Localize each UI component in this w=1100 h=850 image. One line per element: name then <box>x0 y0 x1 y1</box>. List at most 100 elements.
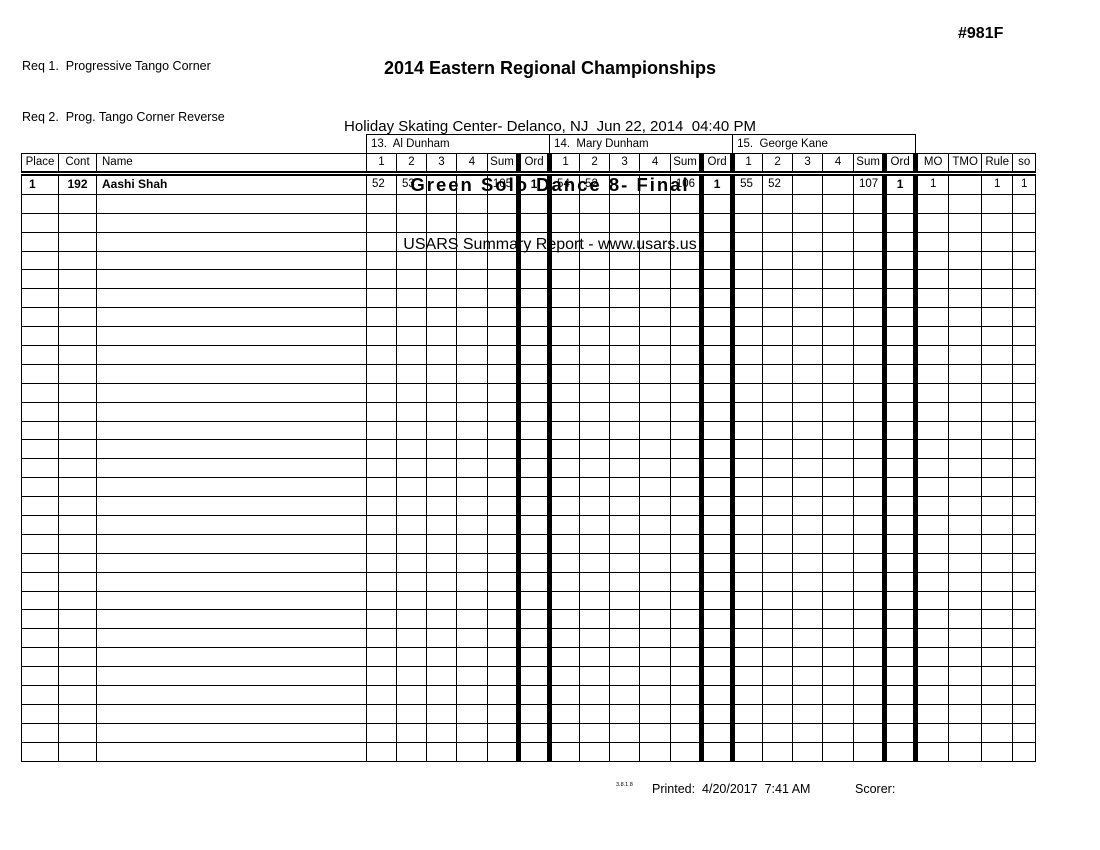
cell-mo <box>915 439 950 460</box>
cell-cont <box>58 647 97 668</box>
cell-mark: 52 <box>366 173 397 195</box>
empty-table-row <box>21 477 1037 498</box>
cell-mark <box>609 685 641 705</box>
cell-mark <box>396 477 427 498</box>
cell-mark <box>732 647 764 668</box>
cell-sum <box>487 401 519 422</box>
cell-mark <box>822 420 855 441</box>
cell-so <box>1012 703 1037 724</box>
cell-cont <box>58 288 97 309</box>
cell-name <box>96 269 367 290</box>
cell-so <box>1012 496 1037 517</box>
cell-ord <box>515 363 553 384</box>
cell-cont <box>58 307 97 328</box>
score-table: 13. Al Dunham 14. Mary Dunham 15. George K… <box>21 134 1037 762</box>
cell-tmo <box>948 741 983 762</box>
cell-so <box>1012 647 1037 668</box>
cell-mark <box>609 666 641 687</box>
cell-rule <box>981 722 1014 743</box>
cell-place <box>21 382 59 403</box>
cell-ord <box>515 496 553 517</box>
cell-mark <box>366 326 397 347</box>
cell-place <box>21 326 59 347</box>
cell-mark <box>579 722 611 743</box>
cell-mark <box>762 666 794 687</box>
cell-mark <box>366 666 397 687</box>
cell-mark <box>792 231 824 252</box>
cell-place <box>21 722 59 743</box>
cell-mark <box>456 193 488 214</box>
cell-mark <box>549 590 581 611</box>
cell-place <box>21 741 59 762</box>
cell-sum <box>670 401 703 422</box>
cell-mark <box>456 269 488 290</box>
cell-mark <box>822 477 855 498</box>
cell-mark <box>609 552 641 573</box>
cell-mark: 52 <box>762 173 794 195</box>
cell-mark <box>579 382 611 403</box>
cell-name <box>96 685 367 705</box>
cell-ord <box>515 288 553 309</box>
cell-mark <box>762 533 794 554</box>
cell-mark <box>549 571 581 592</box>
cell-mark <box>822 628 855 649</box>
cell-mark <box>732 307 764 328</box>
cell-mark <box>549 420 581 441</box>
col-header-mark: 2 <box>396 153 427 176</box>
cell-tmo <box>948 401 983 422</box>
scorer-label: Scorer: <box>855 782 896 796</box>
cell-mark <box>762 269 794 290</box>
cell-so <box>1012 269 1037 290</box>
cell-cont <box>58 231 97 252</box>
empty-table-row <box>21 401 1037 422</box>
cell-rule <box>981 685 1014 705</box>
cell-mark <box>456 496 488 517</box>
event-number: #981F <box>958 25 1004 42</box>
cell-sum <box>853 458 886 479</box>
cell-mark <box>426 590 457 611</box>
cell-mark <box>822 173 855 195</box>
cell-mark <box>426 382 457 403</box>
cell-sum <box>853 628 886 649</box>
cell-sum <box>853 533 886 554</box>
cell-name <box>96 363 367 384</box>
cell-sum <box>853 609 886 630</box>
cell-name: Aashi Shah <box>96 173 367 195</box>
cell-mark <box>792 515 824 535</box>
cell-so <box>1012 628 1037 649</box>
cell-mark <box>762 326 794 347</box>
cell-sum <box>487 533 519 554</box>
cell-mark <box>732 477 764 498</box>
cell-mark <box>579 741 611 762</box>
cell-so <box>1012 345 1037 365</box>
cell-ord <box>515 552 553 573</box>
cell-name <box>96 703 367 724</box>
cell-ord <box>699 571 736 592</box>
empty-table-row <box>21 231 1037 252</box>
cell-mark <box>579 326 611 347</box>
cell-sum <box>487 666 519 687</box>
empty-table-row <box>21 382 1037 403</box>
cell-cont <box>58 496 97 517</box>
cell-mo <box>915 363 950 384</box>
cell-rule <box>981 420 1014 441</box>
cell-name <box>96 666 367 687</box>
cell-mo: 1 <box>915 173 950 195</box>
cell-mark <box>792 647 824 668</box>
cell-sum <box>853 515 886 535</box>
cell-tmo <box>948 590 983 611</box>
cell-sum <box>853 326 886 347</box>
judge-header-box: 13. Al Dunham <box>365 134 551 154</box>
cell-place <box>21 590 59 611</box>
cell-mark <box>549 439 581 460</box>
cell-sum <box>670 496 703 517</box>
cell-place <box>21 685 59 705</box>
cell-mark <box>549 628 581 649</box>
cell-mark <box>366 571 397 592</box>
cell-name <box>96 533 367 554</box>
cell-mark <box>579 515 611 535</box>
cell-mark <box>426 420 457 441</box>
cell-mark <box>762 647 794 668</box>
cell-ord <box>699 477 736 498</box>
